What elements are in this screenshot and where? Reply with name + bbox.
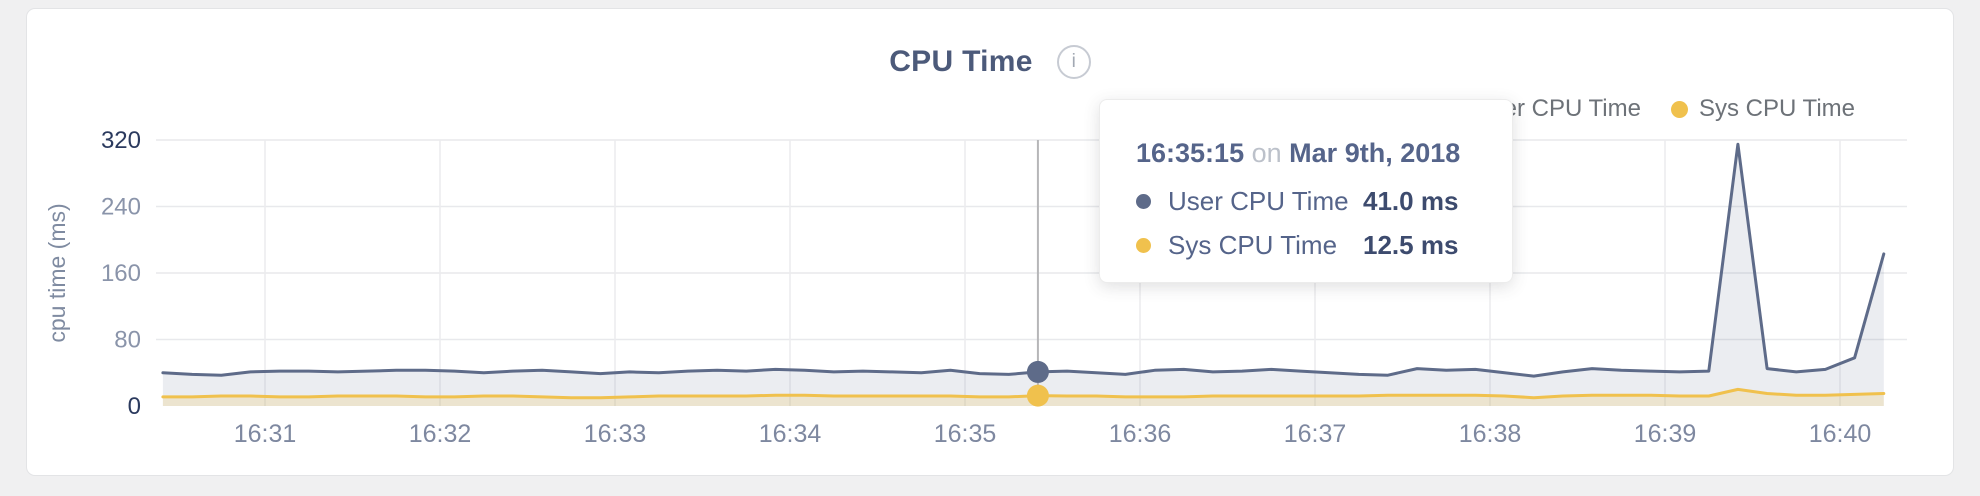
- tooltip-date: Mar 9th, 2018: [1289, 138, 1461, 168]
- y-tick-label: 80: [114, 327, 141, 354]
- chart-title: CPU Time: [889, 45, 1033, 78]
- sys-series-swatch-icon: [1670, 100, 1688, 118]
- y-tick-label: 320: [101, 127, 141, 154]
- x-tick-label: 16:34: [759, 420, 822, 448]
- x-tick-label: 16:35: [934, 420, 997, 448]
- tooltip-time: 16:35:15: [1136, 138, 1245, 168]
- x-tick-label: 16:39: [1634, 420, 1697, 448]
- x-tick-label: 16:40: [1809, 420, 1872, 448]
- info-icon[interactable]: i: [1056, 45, 1091, 79]
- chart-card: CPU Time i User CPU Time Sys CPU Time 0 8…: [26, 8, 1954, 476]
- legend-item-sys[interactable]: Sys CPU Time: [1670, 95, 1855, 123]
- x-tick-label: 16:32: [409, 420, 472, 448]
- sys-series-dot-icon: [1136, 238, 1151, 253]
- x-tick-label: 16:31: [234, 420, 297, 448]
- cpu-time-chart[interactable]: 0 80 160 240 320 16:31 16:32 16:33 16:34 16:35 16:…: [27, 9, 1955, 477]
- tooltip-row-user: User CPU Time 41.0 ms: [1136, 186, 1482, 217]
- y-tick-label: 240: [101, 194, 141, 221]
- tooltip-label-sys: Sys CPU Time: [1168, 230, 1338, 260]
- x-tick-label: 16:37: [1284, 420, 1347, 448]
- user-series-dot-icon: [1136, 194, 1151, 209]
- x-tick-label: 16:33: [584, 420, 647, 448]
- tooltip-timestamp: 16:35:15 on Mar 9th, 2018: [1136, 138, 1482, 169]
- tooltip-row-sys: Sys CPU Time 12.5 ms: [1136, 230, 1482, 261]
- tooltip-value-sys: 12.5 ms: [1363, 230, 1459, 260]
- x-tick-label: 16:36: [1109, 420, 1172, 448]
- hover-point-user: [1026, 360, 1049, 383]
- legend-label-sys: Sys CPU Time: [1698, 95, 1855, 122]
- user-series-area: [162, 144, 1884, 406]
- user-series-line: [161, 142, 1886, 378]
- x-tick-label: 16:38: [1459, 420, 1522, 448]
- tooltip-label-user: User CPU Time: [1168, 186, 1349, 216]
- y-tick-label: 0: [128, 393, 141, 420]
- tooltip-value-user: 41.0 ms: [1363, 186, 1459, 216]
- chart-header: CPU Time i: [27, 45, 1953, 79]
- hover-tooltip: 16:35:15 on Mar 9th, 2018 User CPU Time …: [1099, 99, 1513, 283]
- tooltip-connector: on: [1251, 138, 1282, 168]
- sys-series-line: [161, 387, 1886, 400]
- y-axis-title: cpu time (ms): [44, 203, 70, 342]
- y-tick-label: 160: [101, 260, 141, 287]
- hover-point-sys: [1026, 384, 1049, 407]
